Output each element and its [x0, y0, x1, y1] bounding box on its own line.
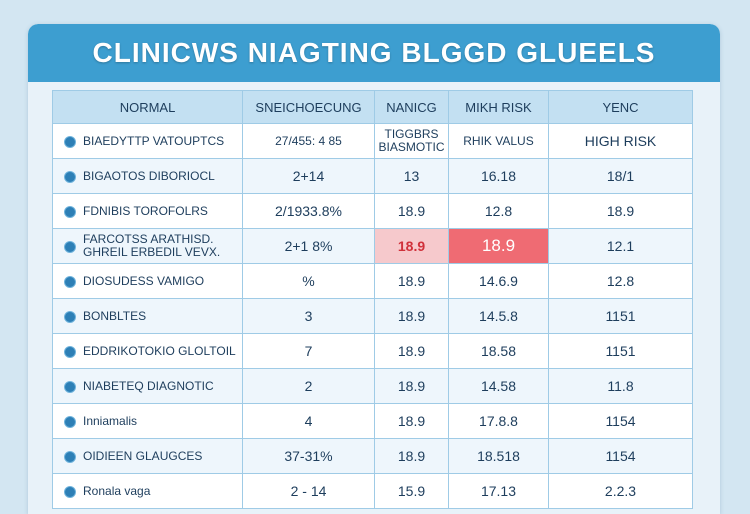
table-cell: 3 [242, 298, 375, 334]
table-cell: 1151 [548, 298, 693, 334]
row-label: BONBLTES [83, 308, 147, 323]
table-cell: 18.9 [374, 193, 449, 229]
table-cell: 12.8 [448, 193, 549, 229]
row-label-cell: Inniamalis [52, 403, 243, 439]
row-bullet-icon [64, 381, 76, 393]
table-cell: 15.9 [374, 473, 449, 509]
table-cell: 1154 [548, 403, 693, 439]
table-row: DIOSUDESS VAMIGO % 18.9 14.6.9 12.8 [52, 263, 693, 299]
table-row: OIDIEEN GLAUGCES 37-31% 18.9 18.518 1154 [52, 438, 693, 474]
table-cell: 2.2.3 [548, 473, 693, 509]
table-cell: 1151 [548, 333, 693, 369]
row-bullet-icon [64, 451, 76, 463]
table-cell: 17.8.8 [448, 403, 549, 439]
table-row: BONBLTES 3 18.9 14.5.8 1151 [52, 298, 693, 334]
row-label-cell: BONBLTES [52, 298, 243, 334]
table-cell: 18.9 [548, 193, 693, 229]
table-cell: 4 [242, 403, 375, 439]
row-bullet-icon [64, 346, 76, 358]
table-row: Inniamalis 4 18.9 17.8.8 1154 [52, 403, 693, 439]
table-row: EDDRIKOTOKIO GLOLTOIL 7 18.9 18.58 1151 [52, 333, 693, 369]
title-bar: CLINICWS NIAGTING BLGGD GLUEELS [28, 24, 720, 82]
table-cell: 12.1 [548, 228, 693, 264]
row-bullet-icon [64, 416, 76, 428]
table-cell: 2 - 14 [242, 473, 375, 509]
table-cell: 18.9 [374, 403, 449, 439]
row-bullet-icon [64, 136, 76, 148]
table-cell: 37-31% [242, 438, 375, 474]
table-cell: TIGGBRS BIASMOTIC [374, 123, 449, 159]
row-bullet-icon [64, 206, 76, 218]
row-label: Inniamalis [83, 413, 138, 428]
table-cell: 27/455: 4 85 [242, 123, 375, 159]
row-bullet-icon [64, 276, 76, 288]
row-bullet-icon [64, 486, 76, 498]
table-cell: RHIK VALUS [448, 123, 549, 159]
table-cell: 2 [242, 368, 375, 404]
row-label: OIDIEEN GLAUGCES [83, 448, 203, 463]
row-label-cell: FARCOTSS ARATHISD. GHREIL ERBEDIL VEVX. [52, 228, 243, 264]
row-label: NIABETEQ DIAGNOTIC [83, 378, 214, 393]
table-cell: % [242, 263, 375, 299]
table-row: FDNIBIS TOROFOLRS 2/1933.8% 18.9 12.8 18… [52, 193, 693, 229]
table-cell: 14.5.8 [448, 298, 549, 334]
column-header: NORMAL [52, 90, 243, 124]
table-cell: 12.8 [548, 263, 693, 299]
table-cell: 14.6.9 [448, 263, 549, 299]
row-label-cell: BIGAOTOS DIBORIOCL [52, 158, 243, 194]
row-label: Ronala vaga [83, 483, 151, 498]
table-cell: 18.9 [374, 263, 449, 299]
table-cell: 14.58 [448, 368, 549, 404]
table-cell: 7 [242, 333, 375, 369]
highlighted-cell: 18.9 [448, 228, 549, 264]
table-cell: 18/1 [548, 158, 693, 194]
row-label-cell: OIDIEEN GLAUGCES [52, 438, 243, 474]
table-cell: 16.18 [448, 158, 549, 194]
column-header: MIKH RISK [448, 90, 549, 124]
column-header: NANICG [374, 90, 449, 124]
row-label: EDDRIKOTOKIO GLOLTOIL [83, 343, 236, 358]
row-label: BIGAOTOS DIBORIOCL [83, 168, 215, 183]
table-row: NIABETEQ DIAGNOTIC 2 18.9 14.58 11.8 [52, 368, 693, 404]
table-cell: HIGH RISK [548, 123, 693, 159]
row-label: DIOSUDESS VAMIGO [83, 273, 205, 288]
row-label-cell: DIOSUDESS VAMIGO [52, 263, 243, 299]
row-bullet-icon [64, 311, 76, 323]
table-cell: 18.9 [374, 438, 449, 474]
table-cell: 2+1 8% [242, 228, 375, 264]
column-header: SNEICHOECUNG [242, 90, 375, 124]
row-label: BIAEDYTTP VATOUPTCS [83, 133, 225, 148]
card: CLINICWS NIAGTING BLGGD GLUEELS NORMAL S… [28, 24, 720, 514]
column-header: YENC [548, 90, 693, 124]
table-cell: 13 [374, 158, 449, 194]
table-cell: 1154 [548, 438, 693, 474]
row-label-cell: EDDRIKOTOKIO GLOLTOIL [52, 333, 243, 369]
table-row: FARCOTSS ARATHISD. GHREIL ERBEDIL VEVX. … [52, 228, 693, 264]
row-label: FARCOTSS ARATHISD. GHREIL ERBEDIL VEVX. [83, 232, 221, 259]
row-bullet-icon [64, 241, 76, 253]
table-cell: 17.13 [448, 473, 549, 509]
table-cell: 18.58 [448, 333, 549, 369]
table-cell: 18.518 [448, 438, 549, 474]
table-cell: 2/1933.8% [242, 193, 375, 229]
page-title: CLINICWS NIAGTING BLGGD GLUEELS [92, 37, 656, 68]
table-cell: 18.9 [374, 368, 449, 404]
header-row: NORMAL SNEICHOECUNG NANICG MIKH RISK YEN… [52, 90, 693, 124]
table-row: Ronala vaga 2 - 14 15.9 17.13 2.2.3 [52, 473, 693, 509]
table-row: BIAEDYTTP VATOUPTCS 27/455: 4 85 TIGGBRS… [52, 123, 693, 159]
table-cell: 18.9 [374, 298, 449, 334]
row-label-cell: FDNIBIS TOROFOLRS [52, 193, 243, 229]
table-row: BIGAOTOS DIBORIOCL 2+14 13 16.18 18/1 [52, 158, 693, 194]
row-label-cell: NIABETEQ DIAGNOTIC [52, 368, 243, 404]
row-bullet-icon [64, 171, 76, 183]
table-cell: 18.9 [374, 333, 449, 369]
row-label-cell: BIAEDYTTP VATOUPTCS [52, 123, 243, 159]
table-cell: 11.8 [548, 368, 693, 404]
row-label: FDNIBIS TOROFOLRS [83, 203, 208, 218]
glucose-table: NORMAL SNEICHOECUNG NANICG MIKH RISK YEN… [52, 90, 693, 509]
table-cell: 2+14 [242, 158, 375, 194]
highlighted-cell: 18.9 [374, 228, 449, 264]
row-label-cell: Ronala vaga [52, 473, 243, 509]
